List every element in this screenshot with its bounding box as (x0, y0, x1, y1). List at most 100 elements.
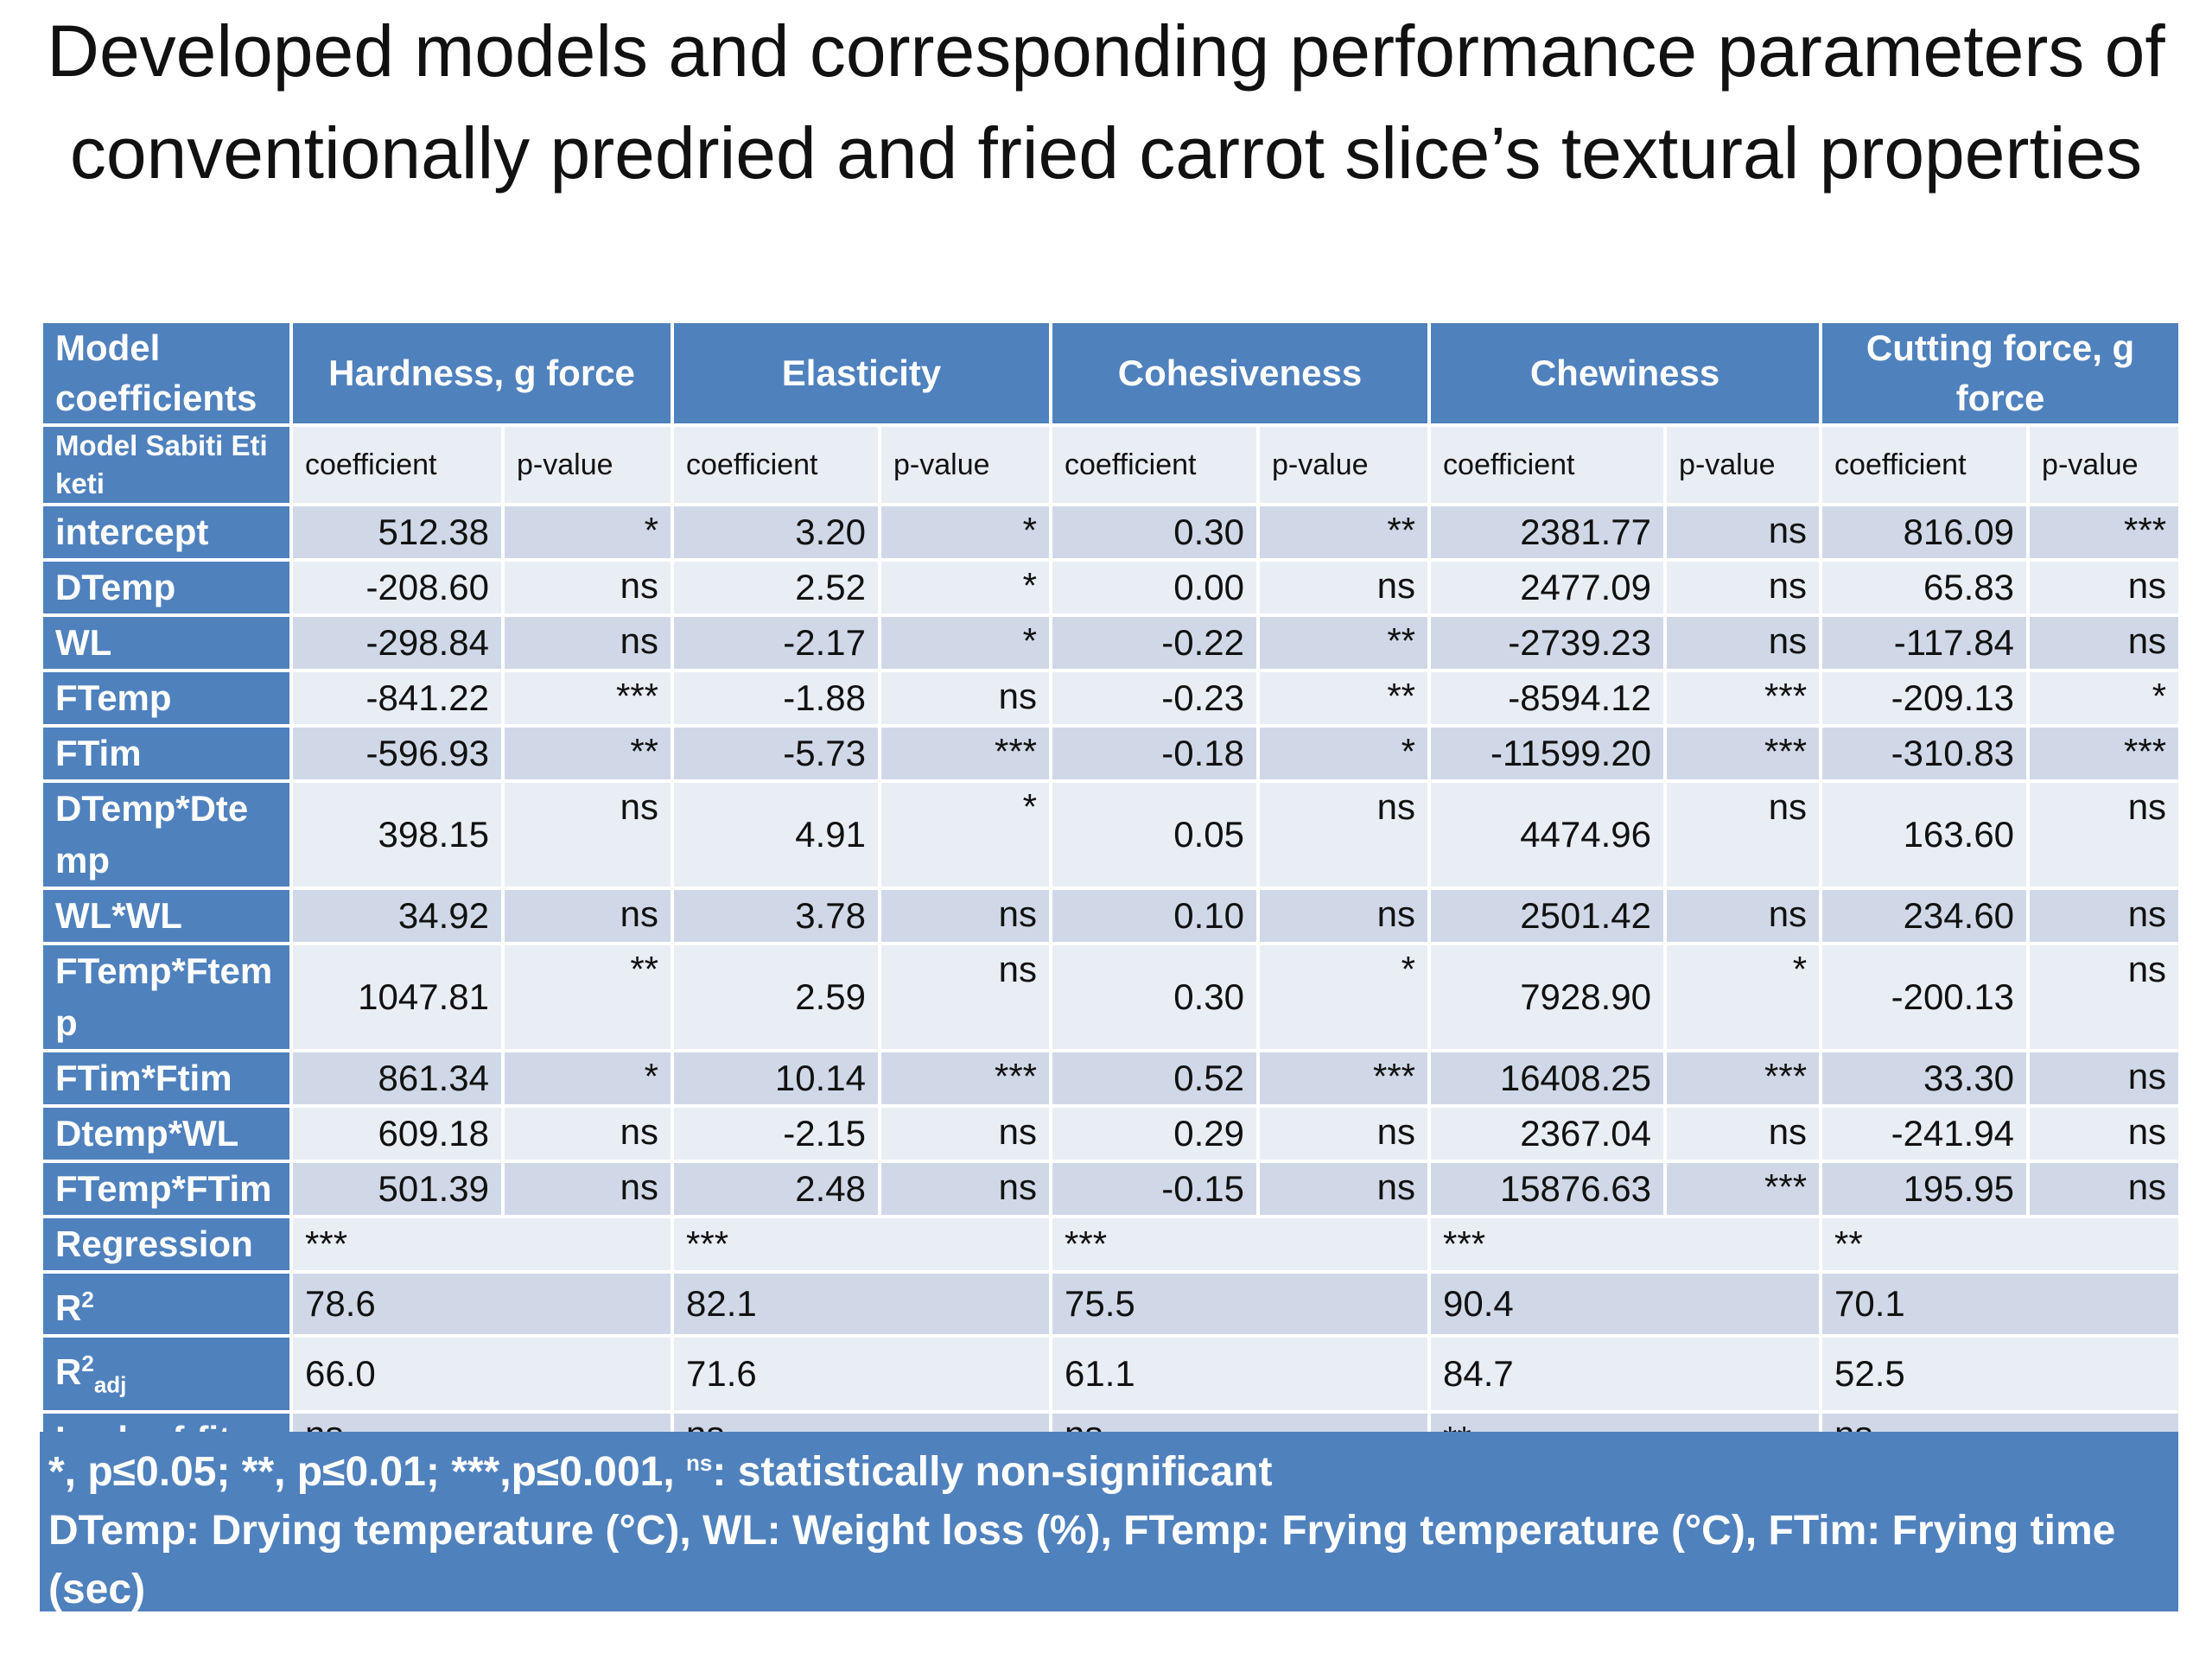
coefficient: -208.60 (289, 558, 505, 617)
p-value: *** (1663, 724, 1823, 783)
coefficient: 0.05 (1049, 779, 1261, 890)
coefficient: -841.22 (289, 669, 505, 728)
p-value: *** (878, 724, 1053, 783)
note-text: : statistically non-significant (712, 1449, 1273, 1495)
coefficient: 0.30 (1049, 942, 1261, 1052)
p-value: *** (1256, 1049, 1432, 1108)
coefficient: 7928.90 (1427, 942, 1668, 1052)
p-value: * (878, 779, 1053, 890)
p-value: ** (500, 942, 675, 1052)
coefficient: 2501.42 (1427, 887, 1668, 945)
header-row: Model coefficients Hardness, g force Elast… (40, 320, 2183, 427)
column-header: p-value (1663, 423, 1823, 506)
data-row: WL*WL 34.92 ns 3.78 ns 0.10 ns 2501.42 ns 234.60 n… (40, 887, 2183, 945)
p-value: ** (500, 724, 675, 783)
coefficient: -0.22 (1049, 613, 1261, 672)
row-label: Dtemp*WL (40, 1104, 293, 1163)
p-value: *** (500, 669, 675, 728)
coefficient: 65.83 (1819, 558, 2031, 617)
column-header: coefficient (289, 423, 505, 506)
coefficient: -2739.23 (1427, 613, 1668, 672)
coefficient: 234.60 (1819, 887, 2031, 945)
data-row: WL -298.84 ns -2.17 * -0.22 ** -2739.23 ns -117.8… (40, 613, 2183, 672)
row-label: R2adj (40, 1333, 293, 1414)
row-label: WL*WL (40, 887, 293, 945)
group-header: Cohesiveness (1049, 320, 1432, 427)
p-value: * (2026, 669, 2183, 728)
coefficient: 33.30 (1819, 1049, 2031, 1108)
label-text: R (55, 1351, 82, 1392)
label-sup: 2 (81, 1287, 94, 1313)
label-text: Regression (55, 1224, 253, 1264)
p-value: ns (1663, 613, 1823, 672)
note-sup: ns (686, 1450, 713, 1476)
group-header: Chewiness (1427, 320, 1823, 427)
summary-value: *** (1427, 1215, 1823, 1274)
p-value: ns (878, 1104, 1053, 1163)
row-label: FTemp*Ftemp (40, 942, 293, 1052)
group-header: Elasticity (671, 320, 1053, 427)
coefficient: -596.93 (289, 724, 505, 783)
column-header: p-value (500, 423, 675, 506)
p-value: ns (500, 1160, 675, 1218)
row-label: FTemp (40, 669, 293, 728)
row-label: WL (40, 613, 293, 672)
subheader-row: Model Sabiti Etiketi coefficient p-value co… (40, 423, 2183, 506)
p-value: ns (500, 779, 675, 890)
abbreviation-note: DTemp: Drying temperature (°C), WL: Weig… (48, 1508, 2116, 1612)
coefficient: 816.09 (1819, 503, 2031, 562)
summary-value: ** (1819, 1215, 2183, 1274)
summary-value: 78.6 (289, 1270, 675, 1338)
data-row: Dtemp*WL 609.18 ns -2.15 ns 0.29 ns 2367.04 ns -2… (40, 1104, 2183, 1163)
p-value: *** (2026, 724, 2183, 783)
p-value: ns (1256, 558, 1432, 617)
coefficient: 2.48 (671, 1160, 882, 1218)
corner-cell: Model coefficients (40, 320, 293, 427)
coefficient: -117.84 (1819, 613, 2031, 672)
p-value: * (1256, 942, 1432, 1052)
p-value: ns (1256, 1104, 1432, 1163)
summary-value: 52.5 (1819, 1333, 2183, 1414)
column-header: coefficient (671, 423, 882, 506)
coefficient: 861.34 (289, 1049, 505, 1108)
p-value: * (500, 1049, 675, 1108)
summary-value: *** (289, 1215, 675, 1274)
coefficient: -2.15 (671, 1104, 882, 1163)
coefficient: 2.59 (671, 942, 882, 1052)
column-header: p-value (878, 423, 1053, 506)
p-value: *** (878, 1049, 1053, 1108)
coefficient: 0.29 (1049, 1104, 1261, 1163)
p-value: ** (1256, 669, 1432, 728)
p-value: ns (1256, 1160, 1432, 1218)
p-value: ns (2026, 887, 2183, 945)
p-value: ns (1663, 503, 1823, 562)
summary-value: 71.6 (671, 1333, 1053, 1414)
data-row: DTemp*Dtemp 398.15 ns 4.91 * 0.05 ns 4474.96 ns 1… (40, 779, 2183, 890)
p-value: ** (1256, 503, 1432, 562)
p-value: ns (2026, 942, 2183, 1052)
coefficient: 195.95 (1819, 1160, 2031, 1218)
coefficient: 398.15 (289, 779, 505, 890)
coefficient: -209.13 (1819, 669, 2031, 728)
group-header: Cutting force, g force (1819, 320, 2183, 427)
summary-row: Regression *** *** *** *** ** (40, 1215, 2183, 1274)
coefficient: 0.52 (1049, 1049, 1261, 1108)
coefficient-table: Model coefficients Hardness, g force Elast… (40, 320, 2183, 1470)
row-label: Regression (40, 1215, 293, 1274)
p-value: * (878, 558, 1053, 617)
row-label: DTemp*Dtemp (40, 779, 293, 890)
summary-value: 61.1 (1049, 1333, 1432, 1414)
p-value: ns (878, 942, 1053, 1052)
label-sub: adj (93, 1371, 127, 1398)
p-value: ** (1256, 613, 1432, 672)
p-value: * (878, 503, 1053, 562)
column-header: p-value (2026, 423, 2183, 506)
p-value: ns (2026, 779, 2183, 890)
coefficient: -0.23 (1049, 669, 1261, 728)
significance-note: *, p≤0.05; **, p≤0.01; ***,p≤0.001, ns: … (48, 1433, 2170, 1502)
p-value: ns (878, 669, 1053, 728)
p-value: ns (878, 887, 1053, 945)
coefficient: 15876.63 (1427, 1160, 1668, 1218)
coefficient: 34.92 (289, 887, 505, 945)
